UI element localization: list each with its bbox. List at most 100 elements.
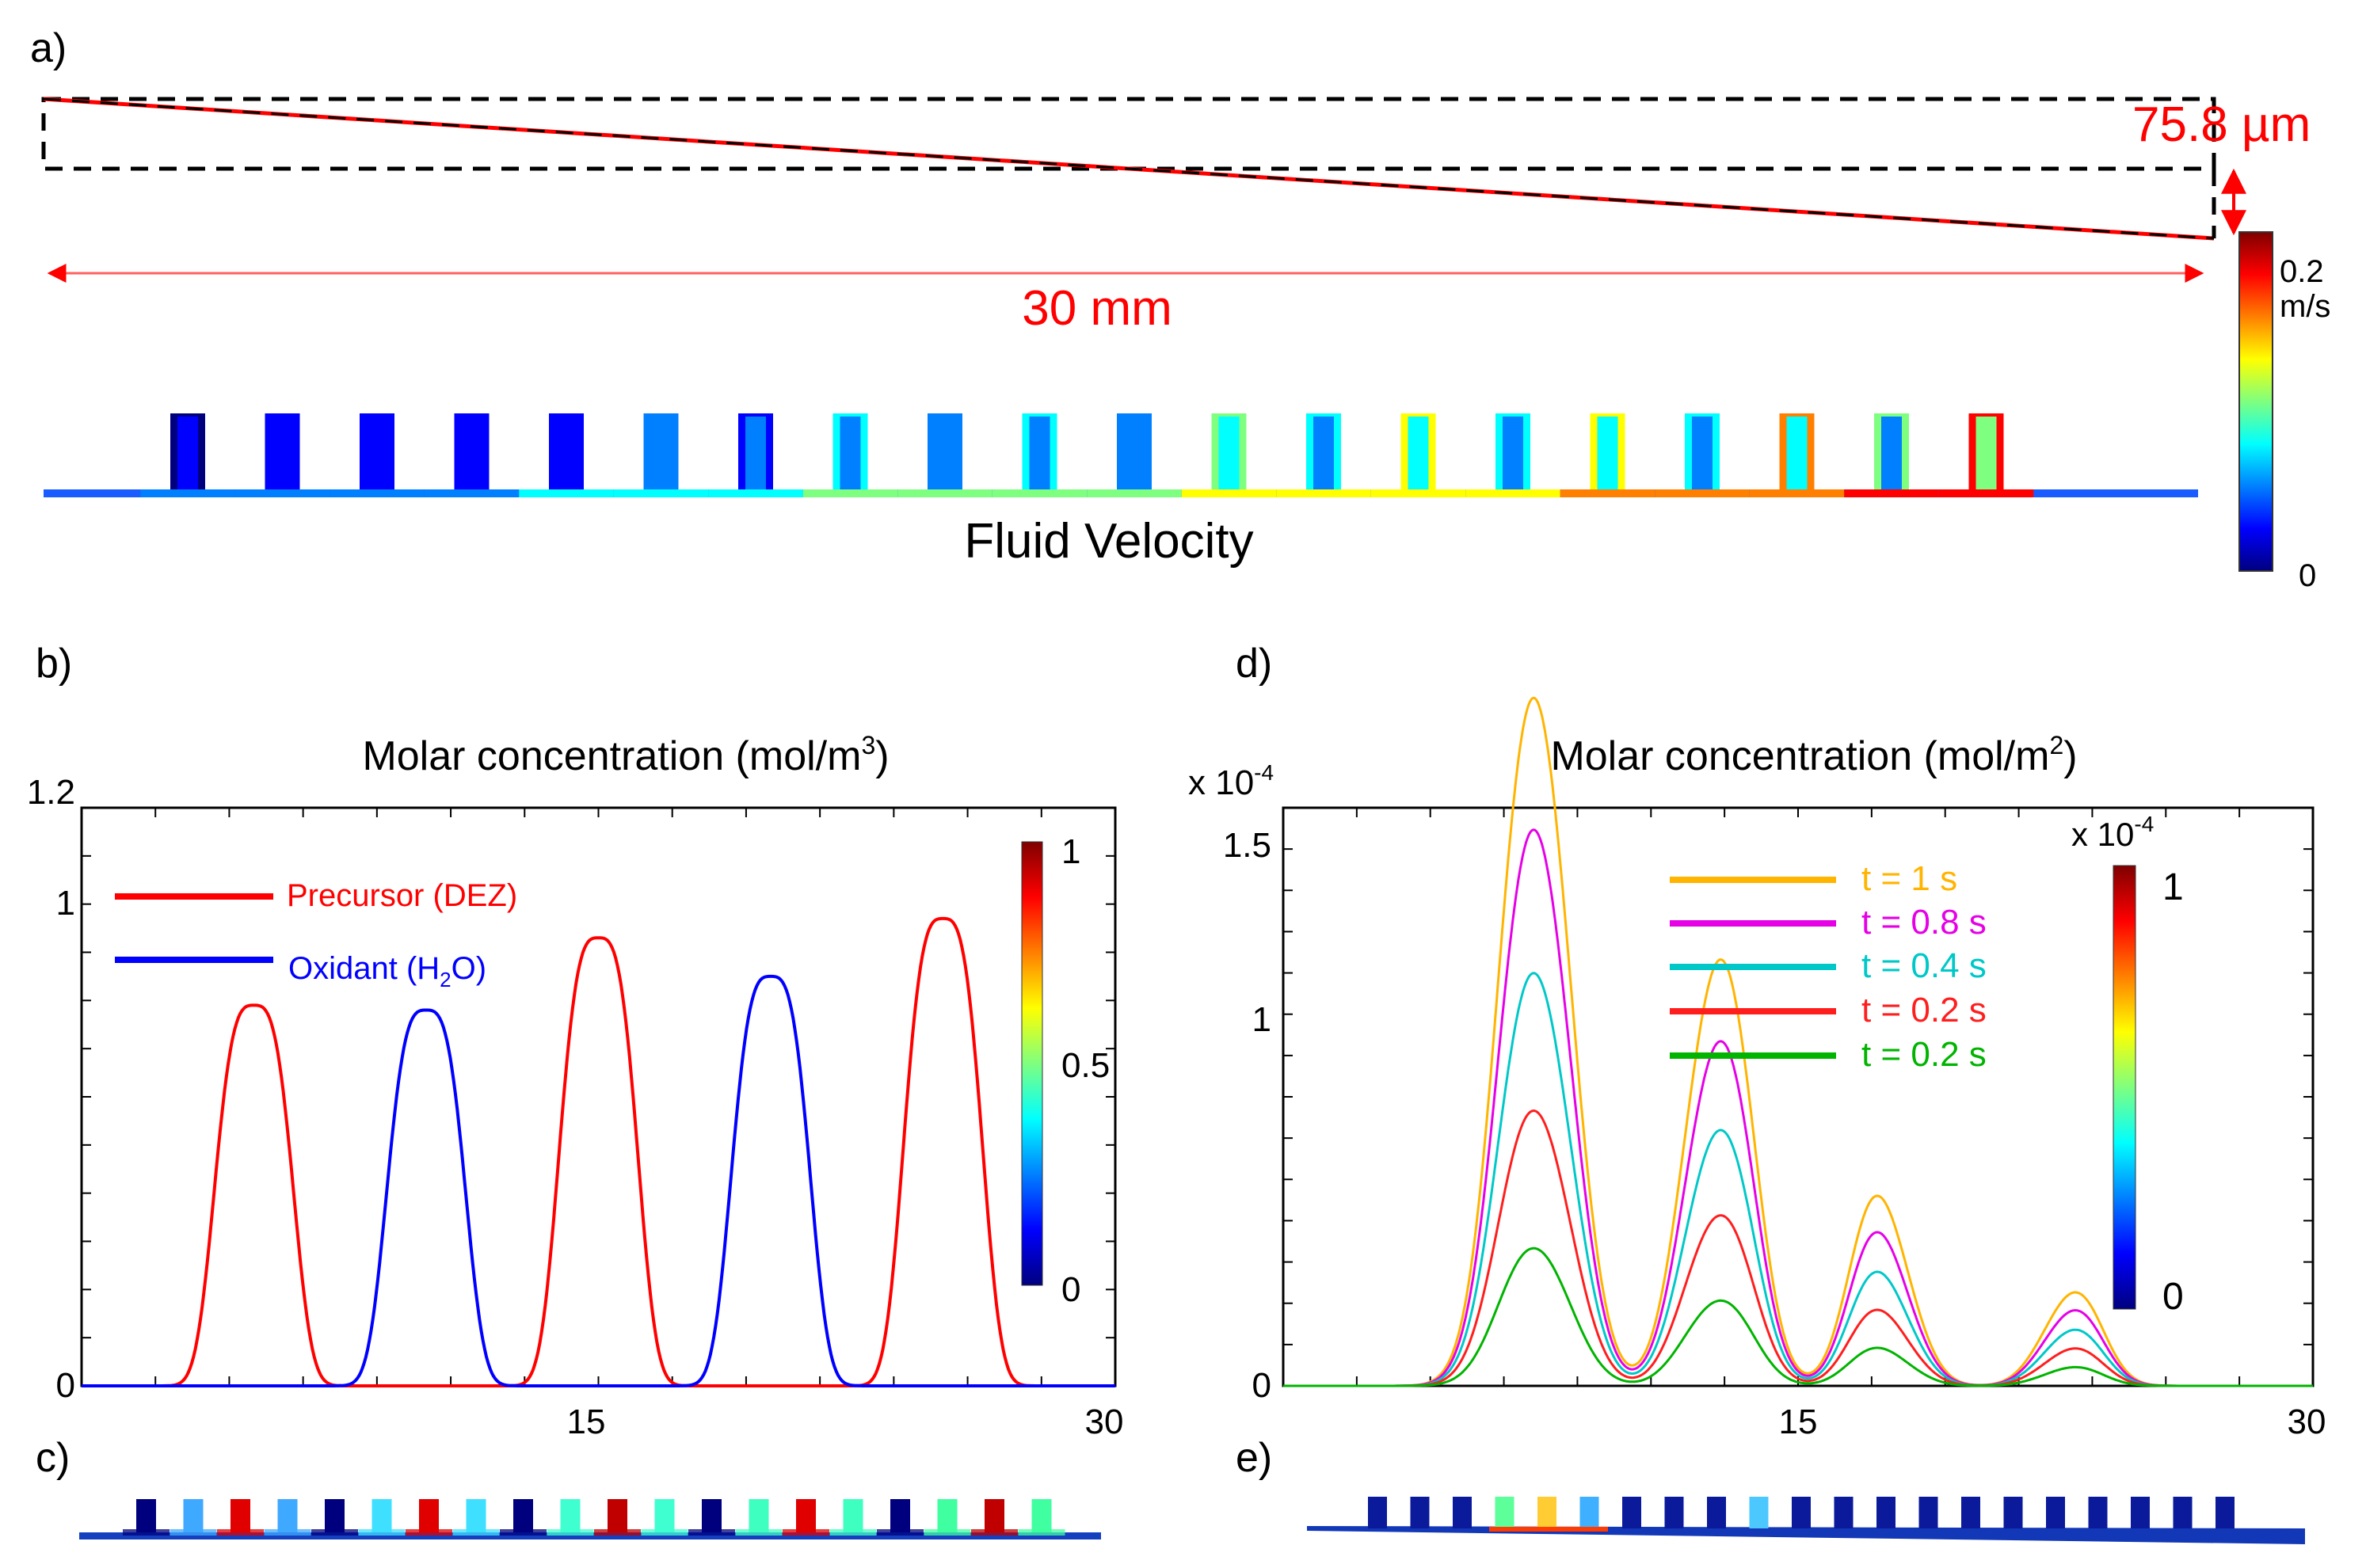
strip-c-channel (890, 1499, 910, 1532)
strip-c-channel (749, 1499, 769, 1532)
series-line-oxidant (82, 974, 1115, 1387)
strip-c-segment (123, 1529, 170, 1536)
strip-e-channel (2131, 1497, 2150, 1528)
velocity-base-segment (424, 489, 520, 497)
strip-e-channel (2173, 1497, 2193, 1528)
chart-b-colorbar (1021, 841, 1043, 1286)
velocity-title: Fluid Velocity (964, 514, 1253, 569)
strip-c-segment (547, 1529, 594, 1536)
strip-c-segment (1018, 1529, 1065, 1536)
chart-b-title: Molar concentration (mol/m3) (362, 731, 889, 779)
chart-b-xtick-15: 15 (567, 1402, 606, 1441)
strip-c-channel (1031, 1499, 1052, 1532)
series-line-precursor (82, 916, 1115, 1387)
velocity-channel-core (1029, 417, 1050, 489)
chart-b-title-superscript: 3 (861, 731, 875, 759)
velocity-base-segment (234, 489, 330, 497)
chart-d-axes (1282, 806, 2315, 1387)
strip-c-channel (466, 1499, 486, 1532)
legend-precursor-label: Precursor (DEZ) (287, 878, 517, 913)
chart-d-ytick-1: 1 (1252, 1000, 1271, 1039)
strip-c-segment (311, 1529, 358, 1536)
velocity-base-segment (1844, 489, 1939, 497)
velocity-base-segment (1370, 489, 1466, 497)
strip-c-segment (829, 1529, 877, 1536)
chart-d-ytick-0: 0 (1252, 1366, 1271, 1405)
strip-e-channel (1961, 1497, 1980, 1528)
strip-c-channel (702, 1499, 722, 1532)
series-line-0 (1283, 696, 2313, 1387)
strip-c-channel (419, 1499, 439, 1532)
velocity-base-segment (1276, 489, 1371, 497)
series-line-2 (1283, 972, 2313, 1387)
strip-c-channel (654, 1499, 675, 1532)
velocity-base-segment (992, 489, 1088, 497)
strip-c-channel (560, 1499, 581, 1532)
strip-c-segment (358, 1529, 406, 1536)
strip-c-channel (231, 1499, 250, 1532)
panel-d: d) Molar concentration (mol/m2) x 10-4 1… (1188, 641, 2326, 1441)
chart-b-colorbar-min: 0 (1061, 1270, 1080, 1309)
velocity-base-segment (1938, 489, 2034, 497)
strip-e-channel (1622, 1497, 1641, 1528)
velocity-base-segment (1560, 489, 1655, 497)
panel-b: b) Molar concentration (mol/m3) 1.2 1 0 … (27, 641, 1124, 1441)
velocity-base-segment (613, 489, 709, 497)
velocity-channel-core (1597, 417, 1618, 489)
chart-b-ytick-0: 0 (56, 1366, 75, 1405)
chart-b-ytick-1.2: 1.2 (27, 773, 75, 812)
velocity-channel-core (1218, 417, 1240, 489)
series-line-1 (1283, 828, 2313, 1387)
velocity-base-segment (708, 489, 803, 497)
legend-t1-label: t = 1 s (1861, 859, 1957, 898)
series-line-4 (1283, 1246, 2313, 1387)
strip-e-channel (1792, 1497, 1811, 1528)
panel-a-label: a) (30, 25, 67, 71)
strip-e-channel (1537, 1497, 1556, 1528)
legend-t08-label: t = 0.8 s (1861, 903, 1987, 942)
strip-e-channel (1664, 1497, 1684, 1528)
legend-t02-green-label: t = 0.2 s (1861, 1035, 1987, 1074)
strip-c-segment (594, 1529, 641, 1536)
precursor-oxidant-channel-strip (79, 1499, 1101, 1539)
strip-c-segment (641, 1529, 688, 1536)
panel-c-label: c) (36, 1435, 70, 1481)
strip-e-channel (1876, 1497, 1895, 1528)
chart-b-ytick-1: 1 (56, 884, 75, 923)
velocity-channel-core (461, 417, 482, 489)
velocity-base-segment (1655, 489, 1750, 497)
velocity-base-segment (802, 489, 898, 497)
strip-e-channel (1453, 1497, 1472, 1528)
chart-b-series (82, 916, 1115, 1387)
velocity-channel-core (367, 417, 387, 489)
strip-c-channel (371, 1499, 392, 1532)
chart-d-colorbar-max: 1 (2162, 866, 2184, 908)
strip-e-channel (1495, 1497, 1514, 1528)
strip-e-channel (2216, 1497, 2235, 1528)
velocity-colorbar-min: 0 (2299, 558, 2316, 593)
velocity-channel-core (556, 417, 577, 489)
strip-c-segment (877, 1529, 924, 1536)
strip-e-channel (2088, 1497, 2108, 1528)
strip-e-channel (1834, 1497, 1854, 1528)
velocity-colorbar-unit: m/s (2280, 289, 2330, 324)
velocity-channel-core (1881, 417, 1902, 489)
velocity-channel-core (1408, 417, 1429, 489)
chart-d-title-superscript: 2 (2049, 731, 2063, 759)
velocity-base-segment (1181, 489, 1277, 497)
strip-c-segment (783, 1529, 829, 1536)
strip-e-channel (1368, 1497, 1387, 1528)
chart-d-ticks (1283, 808, 2313, 1386)
series-line-3 (1283, 1109, 2313, 1387)
strip-c-segment (688, 1529, 735, 1536)
panel-e-label: e) (1236, 1435, 1272, 1481)
velocity-colorbar-max: 0.2 (2280, 254, 2324, 289)
strip-c-segment (406, 1529, 452, 1536)
strip-c-channel (325, 1499, 345, 1532)
panel-c: c) (36, 1435, 1101, 1539)
velocity-channel-core (1692, 417, 1713, 489)
velocity-channel-core (650, 417, 672, 489)
strip-c-channel (796, 1499, 816, 1532)
deformed-plate-dashed-edge (43, 97, 2215, 240)
velocity-base-segment (897, 489, 993, 497)
